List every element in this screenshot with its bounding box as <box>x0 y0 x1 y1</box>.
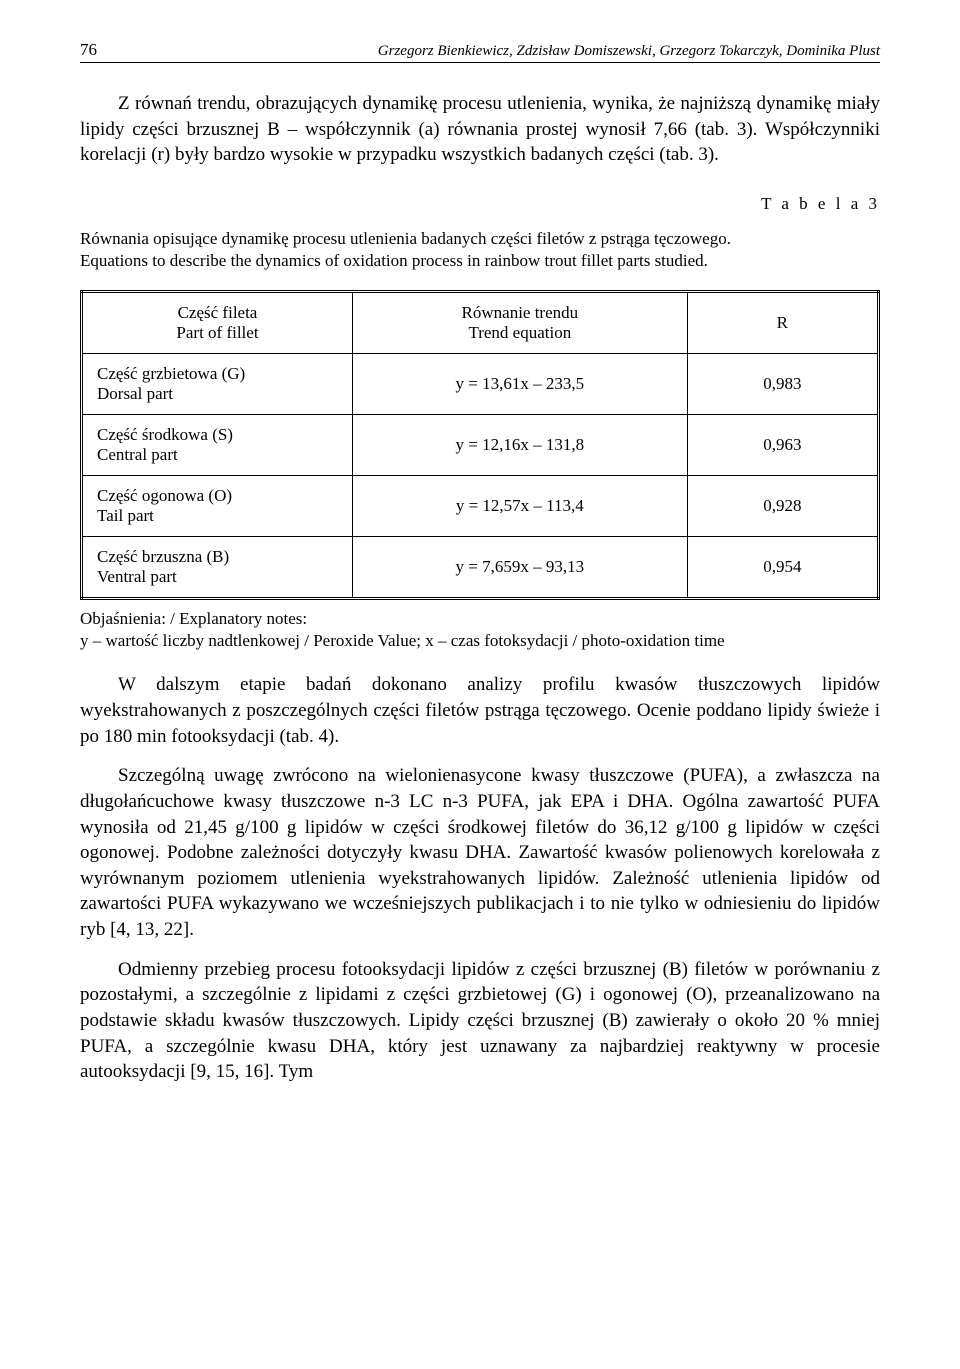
table-caption-pl: Równania opisujące dynamikę procesu utle… <box>80 229 731 248</box>
cell-part-pl: Część brzuszna (B) <box>97 547 229 566</box>
cell-r: 0,954 <box>687 537 878 599</box>
cell-eq: y = 12,16x – 131,8 <box>352 415 687 476</box>
running-head: Grzegorz Bienkiewicz, Zdzisław Domiszews… <box>378 43 880 60</box>
page-header: 76 Grzegorz Bienkiewicz, Zdzisław Domisz… <box>80 40 880 63</box>
table-header-row: Część fileta Part of fillet Równanie tre… <box>82 292 879 354</box>
th-r: R <box>687 292 878 354</box>
cell-part-en: Ventral part <box>97 567 177 586</box>
paragraph-1: Z równań trendu, obrazujących dynamikę p… <box>80 91 880 168</box>
cell-r: 0,963 <box>687 415 878 476</box>
paragraph-2: W dalszym etapie badań dokonano analizy … <box>80 672 880 749</box>
table-notes: Objaśnienia: / Explanatory notes: y – wa… <box>80 608 880 652</box>
table-row: Część środkowa (S) Central part y = 12,1… <box>82 415 879 476</box>
cell-r: 0,928 <box>687 476 878 537</box>
cell-eq: y = 7,659x – 93,13 <box>352 537 687 599</box>
paragraph-3: Szczególną uwagę zwrócono na wielonienas… <box>80 763 880 942</box>
cell-part-en: Tail part <box>97 506 154 525</box>
page-number: 76 <box>80 40 97 60</box>
table-label: T a b e l a 3 <box>80 194 880 214</box>
table-row: Część ogonowa (O) Tail part y = 12,57x –… <box>82 476 879 537</box>
cell-part: Część grzbietowa (G) Dorsal part <box>82 354 353 415</box>
equations-table: Część fileta Part of fillet Równanie tre… <box>80 290 880 600</box>
notes-line-2: y – wartość liczby nadtlenkowej / Peroxi… <box>80 631 725 650</box>
cell-eq: y = 12,57x – 113,4 <box>352 476 687 537</box>
table-caption-en: Equations to describe the dynamics of ox… <box>80 251 708 270</box>
cell-part: Część brzuszna (B) Ventral part <box>82 537 353 599</box>
cell-part-pl: Część grzbietowa (G) <box>97 364 245 383</box>
table-row: Część brzuszna (B) Ventral part y = 7,65… <box>82 537 879 599</box>
cell-eq: y = 13,61x – 233,5 <box>352 354 687 415</box>
table-body: Część grzbietowa (G) Dorsal part y = 13,… <box>82 354 879 599</box>
table-row: Część grzbietowa (G) Dorsal part y = 13,… <box>82 354 879 415</box>
th-part-pl: Część fileta <box>178 303 258 322</box>
cell-part-en: Dorsal part <box>97 384 173 403</box>
th-part-en: Part of fillet <box>176 323 258 342</box>
cell-r: 0,983 <box>687 354 878 415</box>
paragraph-4: Odmienny przebieg procesu fotooksydacji … <box>80 957 880 1085</box>
cell-part-en: Central part <box>97 445 178 464</box>
page: 76 Grzegorz Bienkiewicz, Zdzisław Domisz… <box>0 0 960 1159</box>
th-eq: Równanie trendu Trend equation <box>352 292 687 354</box>
table-caption: Równania opisujące dynamikę procesu utle… <box>80 228 880 272</box>
th-eq-en: Trend equation <box>468 323 571 342</box>
notes-line-1: Objaśnienia: / Explanatory notes: <box>80 609 307 628</box>
cell-part-pl: Część środkowa (S) <box>97 425 233 444</box>
cell-part: Część środkowa (S) Central part <box>82 415 353 476</box>
cell-part: Część ogonowa (O) Tail part <box>82 476 353 537</box>
cell-part-pl: Część ogonowa (O) <box>97 486 232 505</box>
th-part: Część fileta Part of fillet <box>82 292 353 354</box>
th-eq-pl: Równanie trendu <box>462 303 579 322</box>
